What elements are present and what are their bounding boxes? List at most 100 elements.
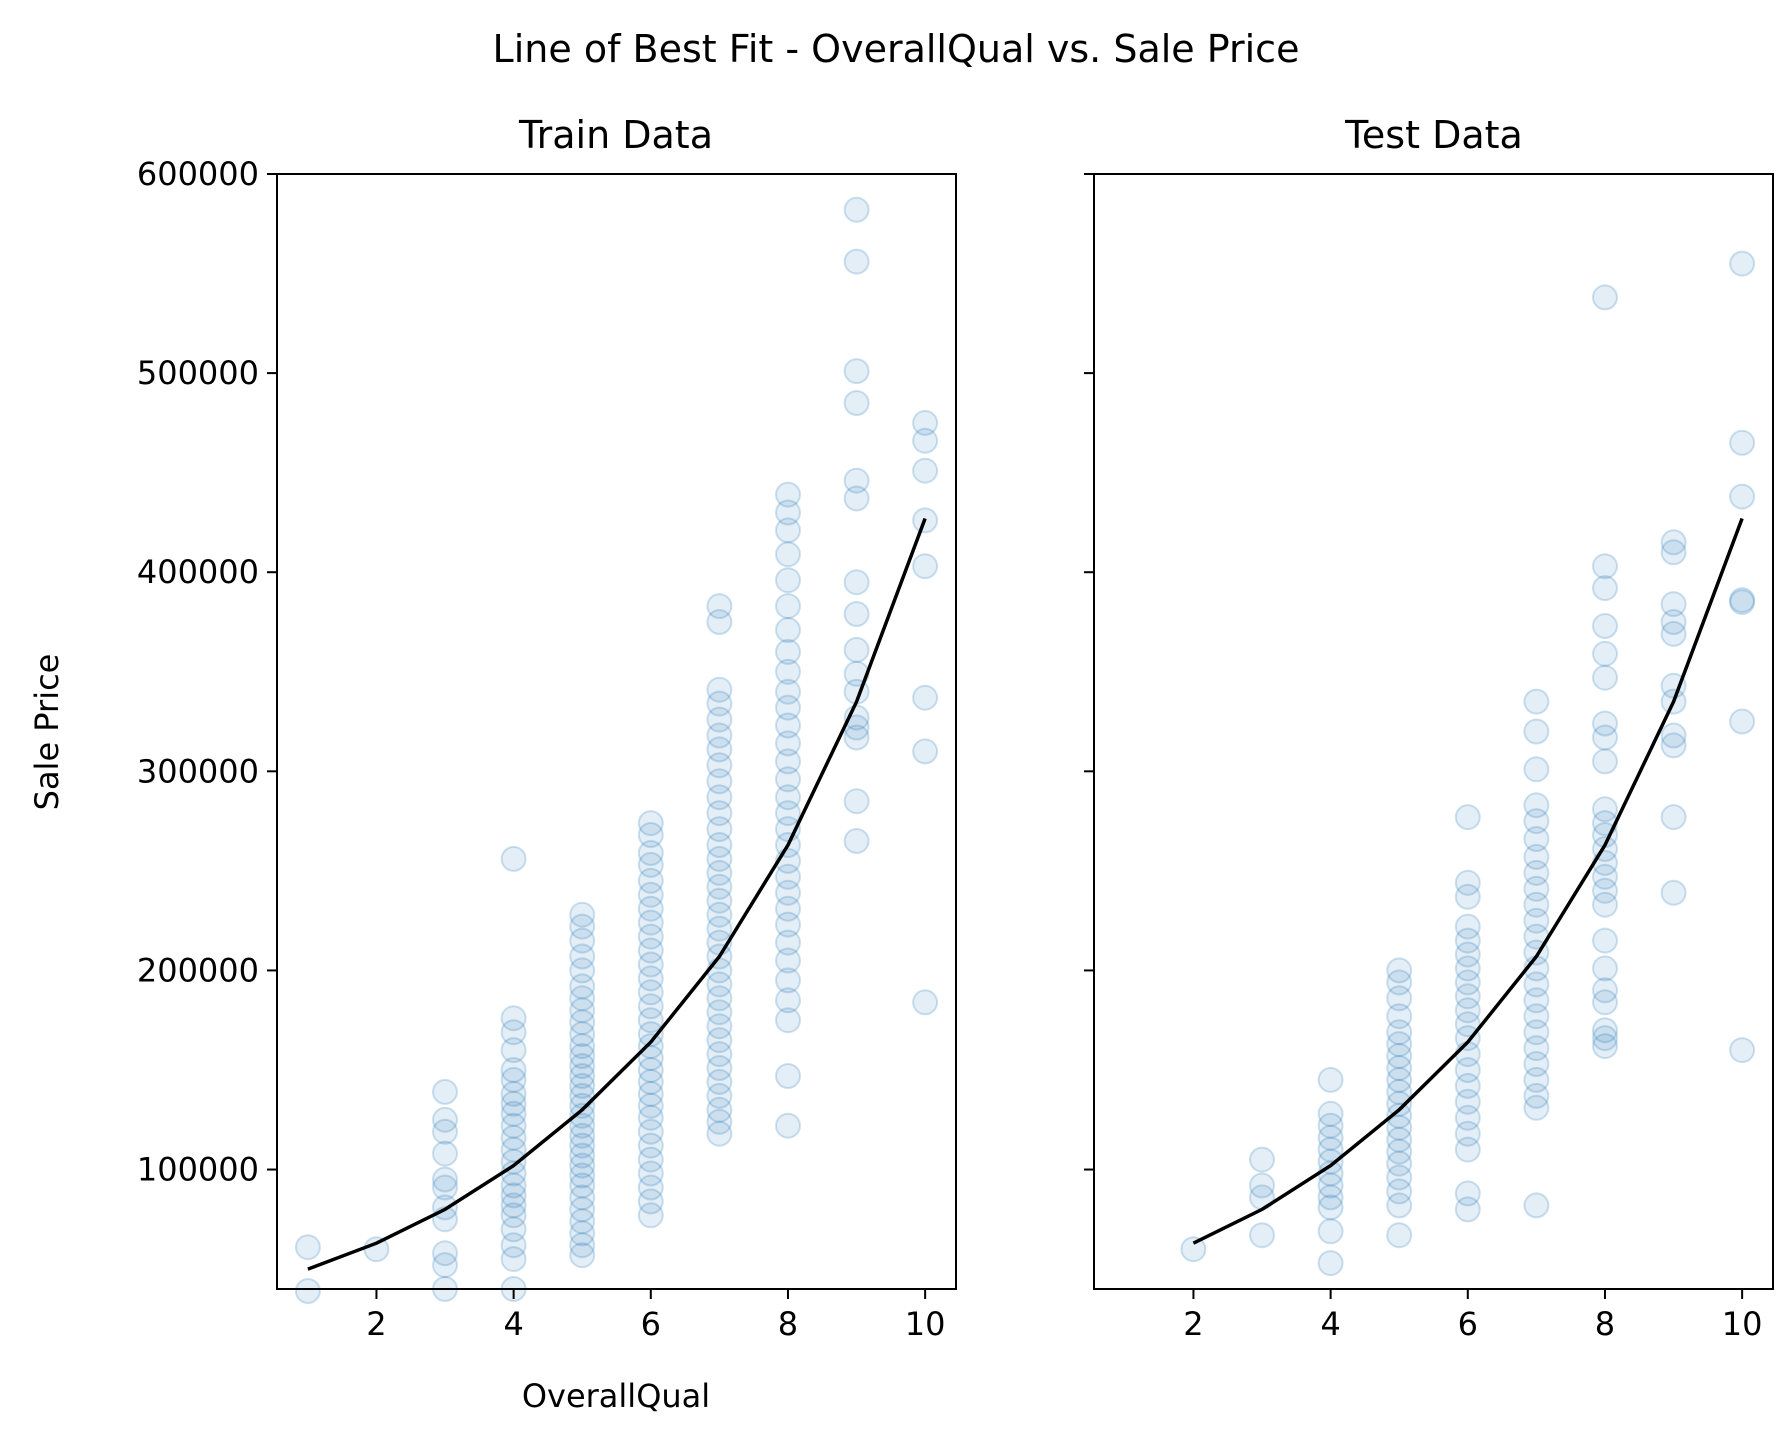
data-point xyxy=(706,768,733,795)
data-point xyxy=(1523,826,1550,852)
data-point xyxy=(637,851,664,878)
data-point xyxy=(569,1009,596,1036)
data-point xyxy=(1523,859,1550,886)
data-point xyxy=(1523,1094,1550,1121)
data-point xyxy=(1523,1003,1550,1030)
data-point xyxy=(1317,1124,1344,1151)
data-point xyxy=(1660,609,1687,635)
data-point xyxy=(1592,748,1618,775)
data-point xyxy=(1386,1055,1413,1081)
data-point xyxy=(569,1043,596,1069)
data-point xyxy=(569,1242,596,1269)
data-point xyxy=(294,1278,321,1304)
x-tick-label: 10 xyxy=(1722,1305,1763,1343)
data-point xyxy=(1386,1222,1413,1249)
y-ticks-train: 100000 200000 300000 400000 500000 600000 xyxy=(137,155,277,1189)
data-point xyxy=(775,517,801,544)
data-point xyxy=(706,800,733,827)
data-point xyxy=(706,593,733,620)
data-point xyxy=(775,678,801,705)
data-point xyxy=(1729,708,1756,735)
data-point xyxy=(637,1045,664,1071)
data-point xyxy=(569,1142,596,1169)
data-point xyxy=(775,638,801,665)
data-point xyxy=(706,609,733,635)
data-point xyxy=(500,1112,527,1139)
data-point xyxy=(500,1172,527,1199)
scatter-points-train xyxy=(294,196,939,1304)
data-point xyxy=(775,593,801,620)
data-point xyxy=(912,427,939,454)
data-point xyxy=(637,1146,664,1173)
panel-train: Train Data 100000 200000 300000 400000 50000… xyxy=(28,113,957,1415)
data-point xyxy=(1317,1066,1344,1093)
data-point xyxy=(637,1174,664,1201)
data-point xyxy=(1249,1172,1275,1199)
x-tick-label: 8 xyxy=(778,1305,798,1343)
data-point xyxy=(569,1092,596,1119)
data-point xyxy=(1386,1192,1413,1219)
data-point xyxy=(569,943,596,970)
data-point xyxy=(1317,1218,1344,1245)
data-point xyxy=(1386,1090,1413,1117)
data-point xyxy=(1386,1066,1413,1093)
data-point xyxy=(1660,529,1687,556)
data-point xyxy=(1523,718,1550,745)
axes-frame-test xyxy=(1093,173,1774,1290)
data-point xyxy=(1523,756,1550,783)
data-point xyxy=(432,1140,458,1167)
data-point xyxy=(500,1066,527,1093)
data-point xyxy=(1592,1025,1618,1052)
data-point xyxy=(775,929,801,956)
data-point xyxy=(775,766,801,793)
data-point xyxy=(1592,989,1618,1016)
data-point xyxy=(1729,587,1756,614)
data-point xyxy=(637,1160,664,1187)
data-point xyxy=(432,1106,458,1133)
data-point xyxy=(843,196,870,223)
data-point xyxy=(1592,710,1618,737)
data-point xyxy=(637,1057,664,1083)
data-point xyxy=(432,1174,458,1201)
data-point xyxy=(1523,1082,1550,1109)
y-ticks-test xyxy=(1084,173,1094,1171)
data-point xyxy=(1317,1184,1344,1211)
data-point xyxy=(1592,977,1618,1004)
data-point xyxy=(569,927,596,954)
data-point xyxy=(432,1240,458,1267)
data-point xyxy=(706,901,733,928)
data-point xyxy=(843,485,870,512)
data-point xyxy=(775,947,801,974)
data-point xyxy=(706,845,733,872)
data-point xyxy=(775,748,801,775)
data-point xyxy=(1454,983,1481,1010)
data-point xyxy=(637,1118,664,1145)
data-point xyxy=(706,1055,733,1081)
data-point xyxy=(500,1202,527,1229)
data-point xyxy=(1523,792,1550,819)
data-point xyxy=(1523,907,1550,934)
data-point xyxy=(843,569,870,596)
data-point xyxy=(1523,1035,1550,1062)
data-point xyxy=(637,937,664,964)
fit-line-train xyxy=(307,517,927,1271)
data-point xyxy=(1523,971,1550,998)
data-point xyxy=(1592,640,1618,667)
data-point xyxy=(1454,1136,1481,1163)
data-point xyxy=(500,1124,527,1151)
data-point xyxy=(1592,613,1618,639)
data-point xyxy=(706,752,733,779)
data-point xyxy=(1386,1114,1413,1141)
data-point xyxy=(637,895,664,922)
data-point xyxy=(1523,808,1550,835)
data-point xyxy=(500,1182,527,1209)
data-point xyxy=(500,1216,527,1243)
data-point xyxy=(500,1232,527,1259)
data-point xyxy=(775,911,801,938)
data-point xyxy=(912,553,939,580)
data-point xyxy=(1454,869,1481,896)
data-point xyxy=(1386,985,1413,1012)
data-point xyxy=(637,810,664,837)
data-point xyxy=(569,973,596,1000)
data-point xyxy=(775,863,801,890)
